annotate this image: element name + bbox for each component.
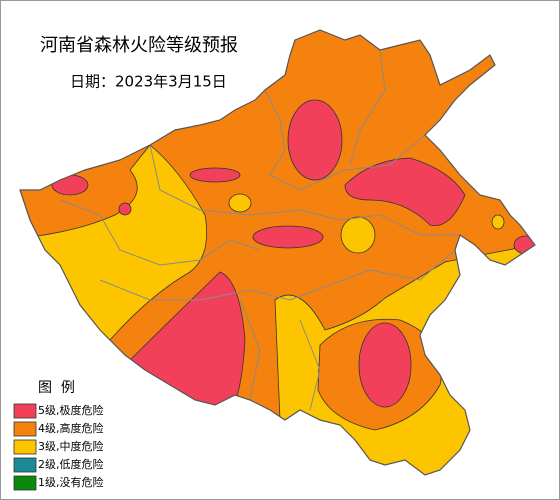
zone-level3 (228, 193, 252, 213)
county-line (99, 249, 456, 301)
county-line (349, 49, 386, 166)
map-title: 河南省森林火险等级预报 (40, 35, 238, 56)
county-line (239, 299, 261, 401)
legend-label: 2级,低度危险 (38, 457, 104, 471)
legend-label: 1级,没有危险 (38, 475, 104, 489)
county-line (299, 319, 321, 411)
zone-level5 (358, 322, 412, 408)
legend: 图 例 5级,极度危险 4级,高度危险 3级,中度危险 2级,低度危险 1级,没有危险 (13, 380, 104, 491)
map-date: 日期：2023年3月15日 (70, 73, 227, 91)
county-line (149, 144, 460, 236)
zone-level5 (189, 167, 241, 183)
legend-swatch (13, 403, 37, 419)
legend-swatch (13, 421, 37, 437)
zone-level3 (340, 216, 376, 254)
county-line (264, 89, 426, 191)
legend-swatch (13, 475, 37, 491)
zone-level5 (287, 99, 343, 181)
legend-label: 5级,极度危险 (38, 403, 104, 417)
legend-label: 3级,中度危险 (38, 439, 104, 453)
legend-label: 4级,高度危险 (38, 421, 104, 435)
zone-level5 (252, 225, 324, 249)
zone-level5 (118, 202, 132, 216)
zone-level5 (344, 157, 466, 227)
legend-swatch (13, 457, 37, 473)
zone-level3 (491, 214, 505, 230)
county-line (59, 199, 261, 266)
legend-swatch (13, 439, 37, 455)
legend-title: 图 例 (38, 380, 75, 396)
